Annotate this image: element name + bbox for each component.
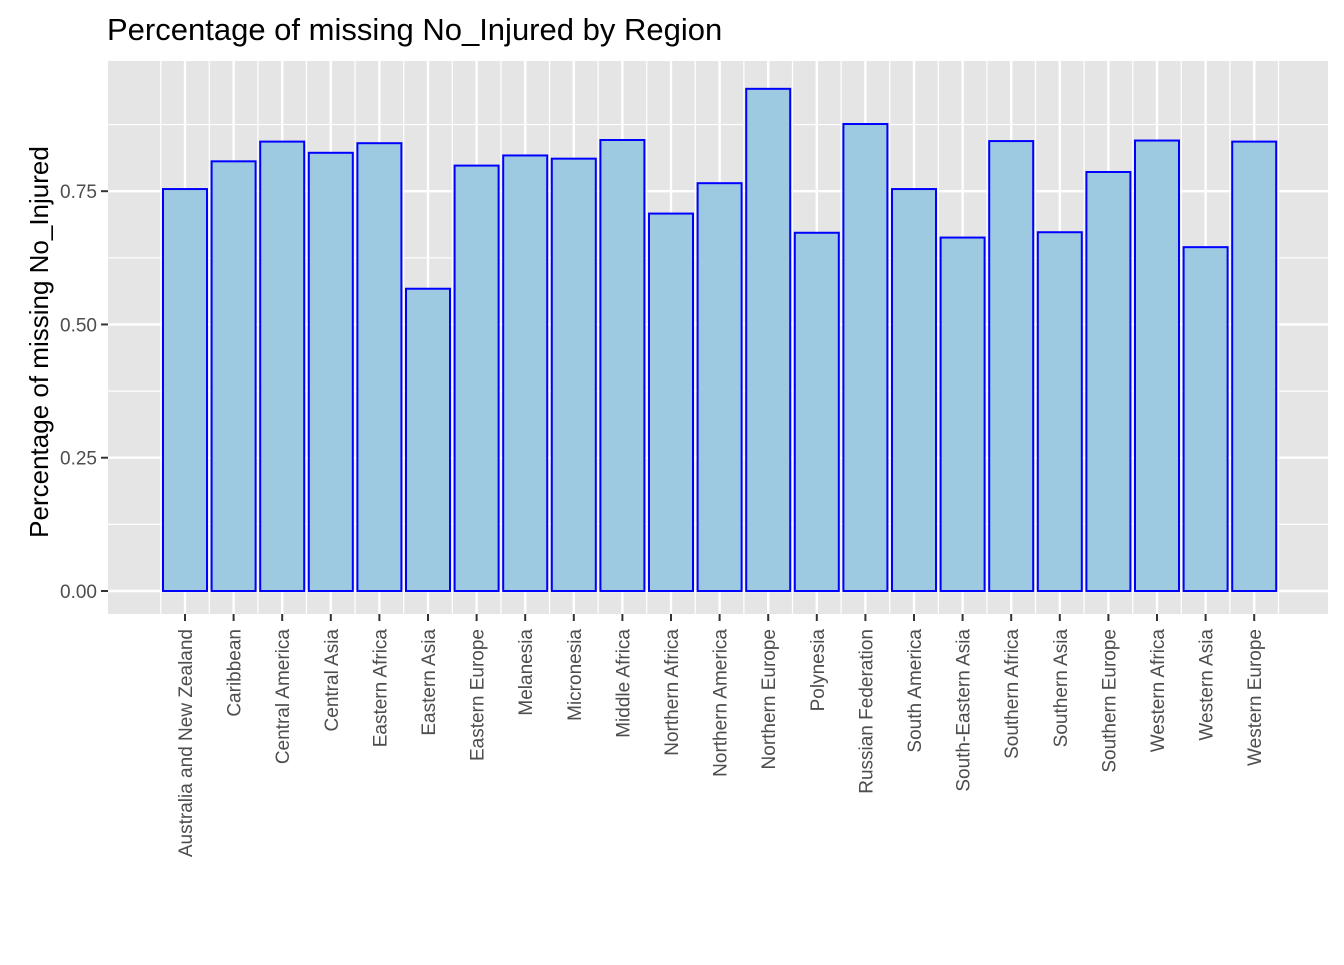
x-tick-label: Polynesia <box>808 629 829 712</box>
x-tick-label: Northern America <box>711 629 732 777</box>
bar <box>891 188 937 592</box>
x-tick-label: Northern Europe <box>759 629 780 769</box>
bar <box>405 287 451 592</box>
y-axis: 0.00 0.25 0.50 0.75 <box>60 182 108 603</box>
y-tick-label: 0.50 <box>60 315 97 336</box>
x-tick-label: Melanesia <box>516 629 537 716</box>
bar <box>1085 170 1132 592</box>
bar <box>1036 231 1083 592</box>
y-tick-label: 0.25 <box>60 449 97 470</box>
x-tick-label: South America <box>905 629 926 753</box>
x-tick-label: Middle Africa <box>613 629 634 738</box>
y-tick-label: 0.75 <box>60 182 97 203</box>
x-tick-label: Southern Africa <box>1002 629 1023 759</box>
y-axis-title: Percentage of missing No_Injured <box>24 146 54 538</box>
bar <box>356 142 403 592</box>
x-tick-label: Central America <box>273 629 294 765</box>
bar <box>1231 140 1278 592</box>
bar <box>1182 246 1229 592</box>
bar <box>502 154 549 592</box>
bar <box>453 164 500 592</box>
chart-title: Percentage of missing No_Injured by Regi… <box>107 12 722 47</box>
x-tick-label: Eastern Africa <box>370 629 391 748</box>
bar <box>793 231 840 592</box>
bar <box>550 157 597 592</box>
bar <box>939 236 986 593</box>
bar <box>1134 139 1180 592</box>
x-tick-label: Western Europe <box>1245 629 1266 766</box>
bar <box>210 160 257 592</box>
x-tick-label: South-Eastern Asia <box>954 629 975 792</box>
bar <box>745 87 792 592</box>
x-tick-label: Eastern Europe <box>468 629 489 761</box>
x-tick-label: Eastern Asia <box>419 629 440 736</box>
x-tick-label: Caribbean <box>225 629 246 717</box>
x-tick-label: Southern Europe <box>1099 629 1120 773</box>
x-tick-label: Western Asia <box>1197 629 1218 741</box>
bar <box>162 188 208 592</box>
y-tick-label: 0.00 <box>60 582 97 603</box>
x-tick-label: Australia and New Zealand <box>176 629 197 857</box>
bar <box>599 139 646 592</box>
x-tick-label: Southern Asia <box>1051 629 1072 748</box>
bar <box>259 140 306 592</box>
x-axis: Australia and New Zealand Caribbean Centra… <box>176 614 1266 857</box>
bar <box>307 151 354 592</box>
x-tick-label: Northern Africa <box>662 629 683 756</box>
x-tick-label: Western Africa <box>1148 629 1169 753</box>
x-tick-label: Russian Federation <box>856 629 877 794</box>
bar <box>696 182 743 592</box>
x-tick-label: Micronesia <box>565 629 586 721</box>
bar <box>648 212 694 592</box>
bar <box>988 140 1035 593</box>
bar <box>842 123 889 592</box>
x-tick-label: Central Asia <box>322 629 343 732</box>
bars <box>162 87 1278 593</box>
